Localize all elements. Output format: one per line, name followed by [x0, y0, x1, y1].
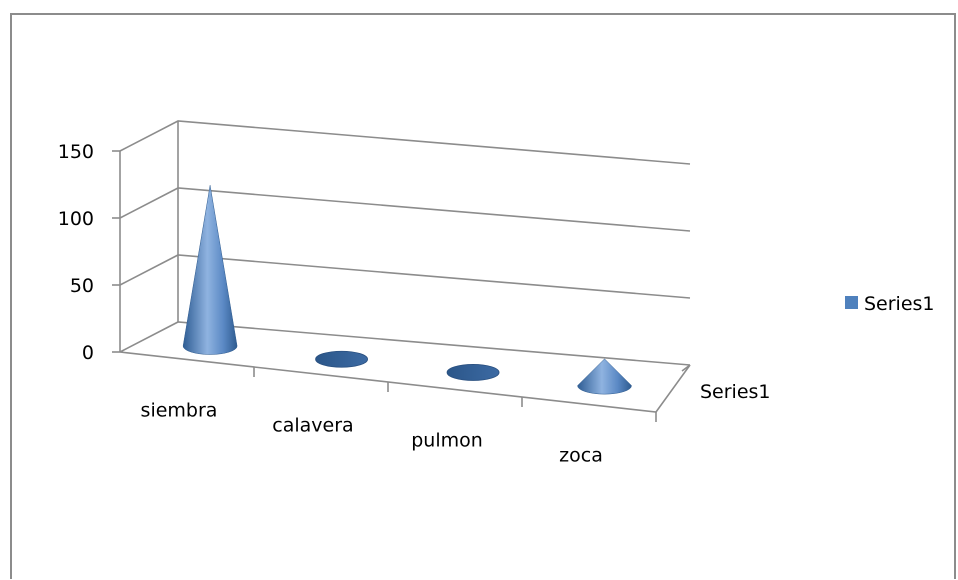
x-tick-label: siembra — [141, 400, 218, 422]
y-tick-label: 100 — [58, 208, 94, 230]
gridline — [119, 120, 691, 165]
y-tick-label: 150 — [58, 141, 94, 163]
x-tick-label: pulmon — [411, 430, 483, 452]
axes — [112, 121, 691, 422]
cone — [315, 350, 368, 368]
depth-tick-mark — [681, 364, 691, 372]
chart-area — [10, 13, 956, 579]
y-tick-label: 50 — [70, 275, 94, 297]
cone — [577, 358, 632, 395]
depth-axis-label: Series1 — [700, 381, 771, 403]
legend-swatch — [845, 296, 858, 309]
cone — [182, 185, 238, 355]
x-tick-label: zoca — [559, 445, 603, 467]
legend-entry: Series1 — [864, 293, 935, 315]
y-tick-label: 0 — [82, 342, 94, 364]
cones — [182, 185, 632, 395]
y-tick-labels: 0 50 100 150 — [58, 141, 94, 364]
legend: Series1 — [845, 293, 935, 315]
cone — [446, 364, 500, 381]
x-tick-label: calavera — [272, 415, 353, 437]
x-tick-labels: siembra calavera pulmon zoca — [141, 400, 603, 467]
